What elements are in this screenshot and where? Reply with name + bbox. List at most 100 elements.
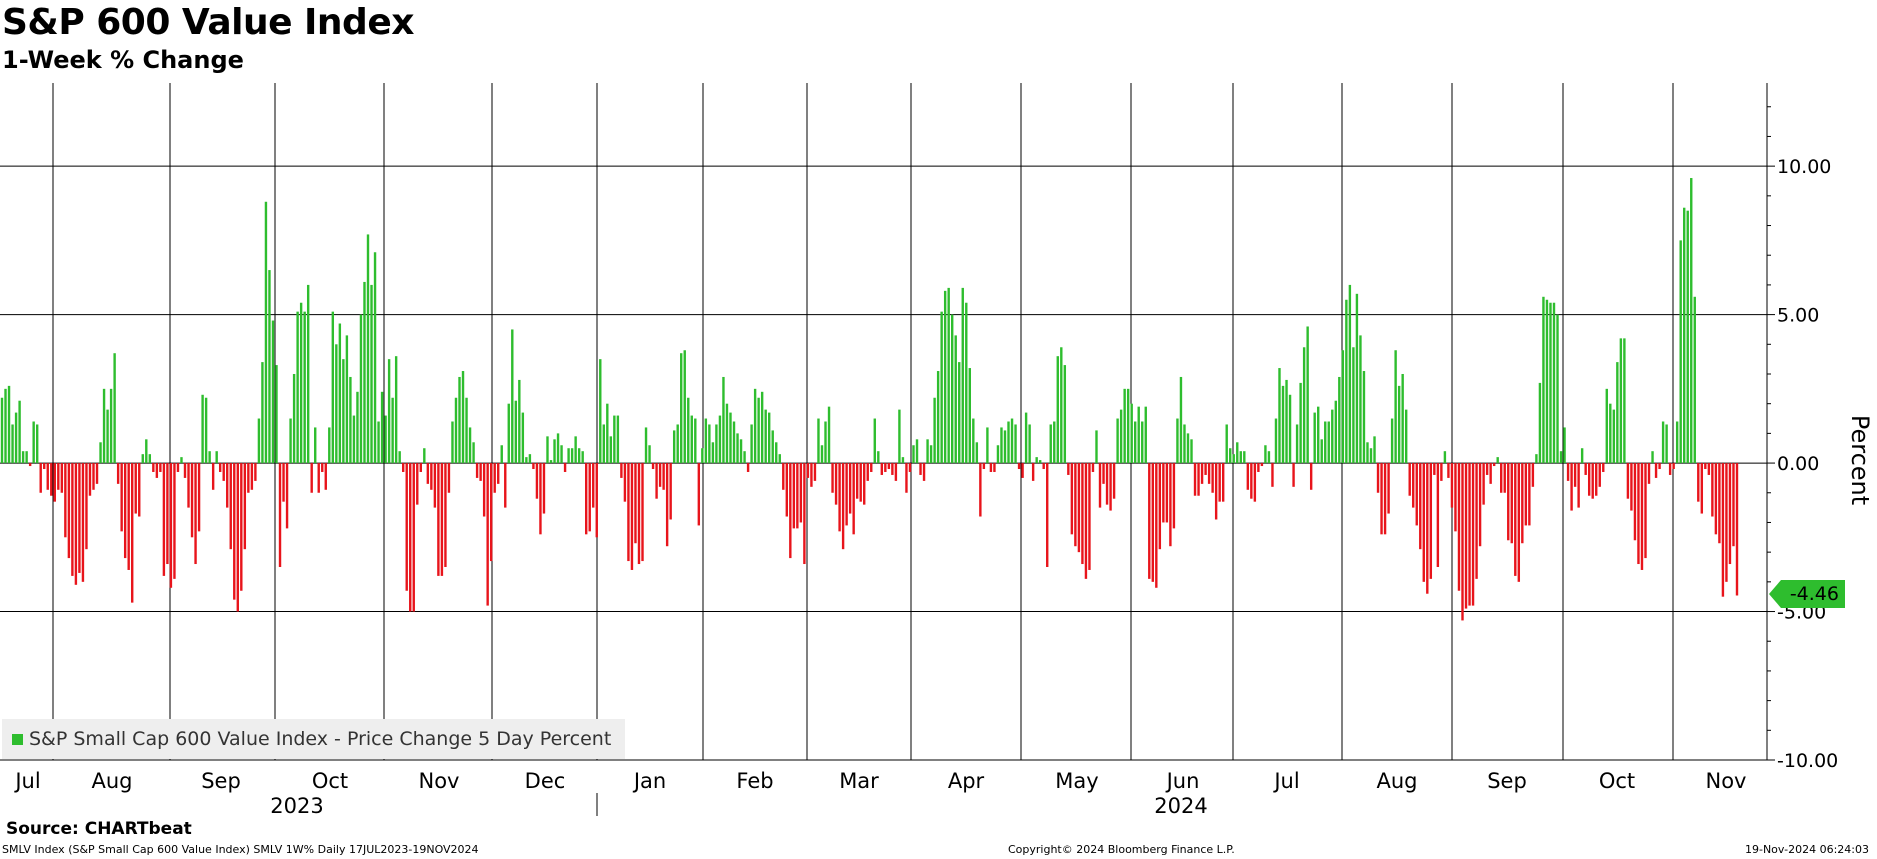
bar <box>1183 424 1186 464</box>
bar <box>912 445 915 464</box>
bar <box>233 463 236 600</box>
bar <box>4 388 7 464</box>
bar <box>852 463 855 535</box>
bar <box>468 427 472 464</box>
bar <box>458 376 461 464</box>
bar <box>1172 463 1176 529</box>
y-tick-label: 5.00 <box>1777 305 1819 327</box>
bar <box>1031 463 1035 481</box>
bar <box>546 436 549 464</box>
bar <box>1577 463 1580 508</box>
bar <box>64 463 67 538</box>
bar <box>482 463 486 517</box>
bar <box>1380 463 1383 535</box>
bar <box>296 311 299 464</box>
y-tick-label: -10.00 <box>1777 750 1838 772</box>
bar <box>106 409 109 464</box>
bar <box>306 284 310 464</box>
bar <box>1038 460 1042 464</box>
bar <box>215 451 218 464</box>
bar <box>1193 463 1197 496</box>
bar <box>511 329 514 464</box>
bar <box>746 463 750 472</box>
bar <box>1137 406 1140 464</box>
bar <box>419 463 422 472</box>
bar <box>1700 463 1704 514</box>
bar <box>1218 463 1221 502</box>
bar <box>672 430 676 464</box>
bar <box>595 463 598 538</box>
bar <box>278 463 282 567</box>
bar <box>908 463 912 472</box>
bar <box>1088 463 1091 570</box>
bar <box>1352 347 1355 464</box>
bar <box>250 463 254 490</box>
bar <box>556 433 560 464</box>
bar <box>753 388 757 464</box>
bar <box>620 463 623 478</box>
bar <box>711 442 715 464</box>
bar <box>1320 439 1323 464</box>
bar <box>1457 463 1461 591</box>
bar <box>884 463 887 472</box>
bar <box>261 362 264 464</box>
bar <box>599 359 602 464</box>
bar <box>1563 427 1566 464</box>
bar <box>1605 388 1608 464</box>
bar <box>412 463 415 612</box>
legend-swatch <box>12 733 23 745</box>
bar <box>1630 463 1633 511</box>
bar <box>708 424 711 464</box>
bar <box>1049 424 1052 464</box>
bar <box>1327 421 1330 464</box>
bar <box>750 424 753 464</box>
bar <box>1109 463 1112 511</box>
bar <box>1591 463 1594 499</box>
bar <box>831 463 834 493</box>
bar <box>1559 451 1563 464</box>
last-value-label: -4.46 <box>1789 583 1839 605</box>
bar <box>975 442 979 464</box>
bar <box>813 463 817 481</box>
bar <box>314 427 317 464</box>
bar <box>616 415 620 464</box>
bar <box>1429 463 1433 579</box>
bar <box>1309 463 1313 490</box>
bar <box>972 418 975 464</box>
bar <box>778 454 781 464</box>
bar <box>321 463 324 472</box>
bar <box>965 302 968 464</box>
bar <box>236 463 239 612</box>
bar <box>1190 439 1193 464</box>
bar <box>553 439 556 464</box>
bar <box>14 412 18 464</box>
bar <box>285 463 289 529</box>
bar <box>1144 406 1147 464</box>
x-month-label: Oct <box>1599 769 1635 793</box>
bar <box>669 463 672 520</box>
bar <box>138 463 141 517</box>
bar <box>0 397 4 464</box>
bar <box>789 463 792 559</box>
bar <box>1288 394 1292 464</box>
bar <box>1598 463 1601 487</box>
bar <box>197 463 201 532</box>
bar <box>722 376 725 464</box>
bar <box>863 463 866 505</box>
bar <box>254 463 257 481</box>
footer-timestamp: 19-Nov-2024 06:24:03 <box>1744 843 1869 856</box>
bar <box>53 463 56 502</box>
bar <box>901 457 905 464</box>
x-month-label: Jun <box>1165 769 1200 793</box>
bar <box>377 421 380 464</box>
bar <box>1616 362 1619 464</box>
bar <box>968 368 971 464</box>
bar <box>848 463 852 514</box>
bar <box>1232 454 1235 464</box>
bar <box>1074 463 1077 547</box>
bar <box>1024 412 1028 464</box>
bar <box>1369 448 1373 464</box>
bar <box>1130 403 1133 464</box>
bar <box>574 436 577 464</box>
bar <box>1035 457 1038 464</box>
